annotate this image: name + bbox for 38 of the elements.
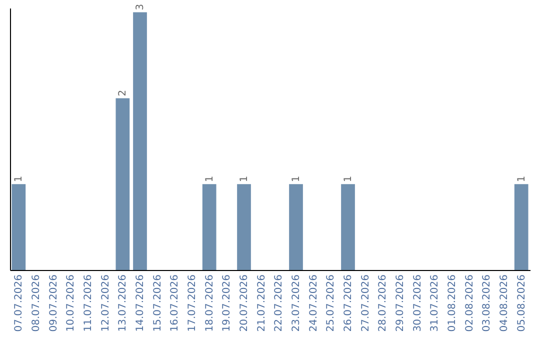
x-tick-label: 24.07.2026 [308, 274, 320, 332]
x-tick-label: 11.07.2026 [83, 274, 94, 332]
data-label: 3 [135, 4, 146, 10]
x-tick-label: 29.07.2026 [395, 274, 406, 332]
x-tick-label: 08.07.2026 [31, 274, 42, 332]
x-tick-label: 07.07.2026 [14, 274, 25, 332]
x-tick-label: 13.07.2026 [118, 274, 129, 332]
data-label: 1 [14, 176, 25, 182]
x-tick-label: 01.08.2026 [447, 274, 458, 332]
x-tick-label: 27.07.2026 [360, 274, 372, 332]
x-tick-label: 16.07.2026 [170, 274, 181, 332]
x-tick-label: 17.07.2026 [187, 274, 198, 332]
x-tick-label: 05.08.2026 [516, 274, 528, 332]
x-tick-label: 23.07.2026 [291, 274, 302, 332]
x-tick-label: 14.07.2026 [135, 274, 146, 332]
x-tick-label: 03.08.2026 [482, 274, 493, 332]
x-tick-label: 12.07.2026 [100, 274, 112, 332]
data-label: 1 [343, 176, 354, 182]
data-label: 1 [291, 176, 302, 182]
data-label: 2 [118, 90, 129, 96]
x-tick-label: 21.07.2026 [256, 274, 268, 332]
x-tick-label: 19.07.2026 [222, 274, 233, 332]
x-tick-label: 02.08.2026 [464, 274, 476, 332]
x-tick-label: 25.07.2026 [326, 274, 337, 332]
x-tick-label: 18.07.2026 [204, 274, 216, 332]
x-tick-label: 10.07.2026 [66, 274, 77, 332]
x-tick-label: 28.07.2026 [378, 274, 389, 332]
x-tick-label: 26.07.2026 [343, 274, 354, 332]
x-tick-label: 31.07.2026 [430, 274, 441, 332]
x-tick-label: 09.07.2026 [48, 274, 60, 332]
x-tick-label: 30.07.2026 [412, 274, 424, 332]
data-label: 1 [204, 176, 216, 182]
x-tick-label: 22.07.2026 [274, 274, 285, 332]
x-tick-label: 20.07.2026 [239, 274, 250, 332]
x-tick-label: 15.07.2026 [152, 274, 164, 332]
x-tick-label: 04.08.2026 [499, 274, 510, 332]
data-label: 1 [516, 176, 528, 182]
data-label: 1 [239, 176, 250, 182]
